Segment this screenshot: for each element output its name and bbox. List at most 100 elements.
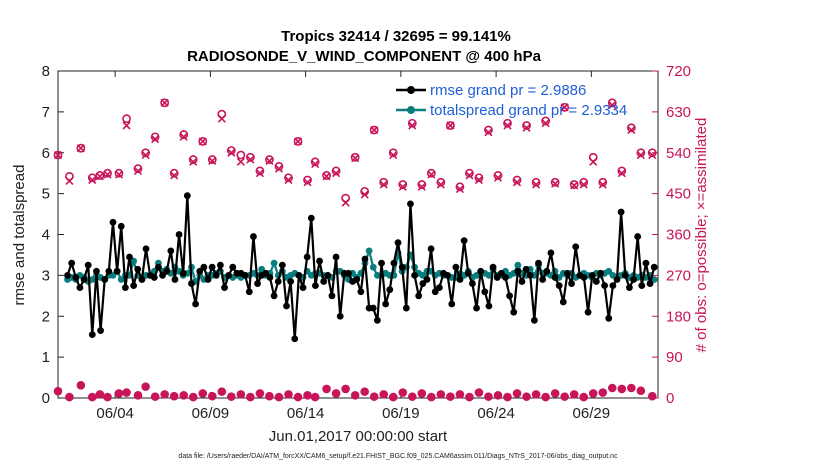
obs-bottom-marker (274, 392, 284, 402)
obs-assimilated-marker-stroke (455, 185, 464, 194)
obs-possible-marker (369, 125, 379, 135)
obs-assimilated-marker-stroke (608, 100, 617, 110)
obs-bottom-marker (636, 386, 646, 396)
obs-possible-marker (417, 180, 427, 189)
obs-bottom-marker (531, 390, 541, 399)
rmse-point (336, 312, 344, 320)
obs-assimilated-marker (303, 178, 312, 187)
rmse-point (196, 267, 204, 275)
rmse-point (101, 276, 109, 283)
rmse-point (291, 335, 299, 343)
obs-bottom-marker (398, 388, 408, 397)
y-right-tick-label: 90 (666, 349, 683, 366)
totalspread-point (365, 247, 373, 255)
obs-assimilated-marker (465, 171, 474, 180)
obs-assimilated-marker (379, 180, 388, 189)
obs-assimilated-marker-stroke (303, 178, 312, 187)
y-axis-right-label: # of obs: o=possible; ×=assimilated (693, 118, 710, 353)
rmse-point (159, 271, 166, 279)
obs-assimilated-marker (474, 175, 484, 185)
obs-assimilated-marker-stroke (95, 172, 104, 181)
rmse-point (601, 282, 609, 289)
obs-bottom-marker (512, 389, 522, 398)
obs-possible-marker (579, 177, 589, 187)
obs-possible-marker (310, 157, 320, 167)
rmse-point (64, 271, 71, 279)
totalspread-point (605, 267, 613, 275)
x-tick-label: 06/29 (573, 405, 611, 422)
chart-title: Tropics 32414 / 32695 = 99.141% (281, 28, 511, 45)
obs-assimilated-marker (95, 172, 104, 181)
obs-assimilated-marker-stroke (570, 181, 579, 190)
rmse-point (456, 276, 464, 283)
rmse-point (382, 300, 390, 308)
rmse-point (117, 222, 125, 230)
obs-possible-marker (503, 118, 512, 128)
obs-bottom-marker (341, 384, 350, 394)
obs-bottom-marker (588, 389, 598, 398)
obs-assimilated-marker-stroke (208, 156, 217, 165)
obs-possible-marker (350, 152, 360, 162)
obs-assimilated-marker (76, 144, 85, 153)
obs-assimilated-marker-stroke (360, 190, 369, 199)
rmse-point (555, 282, 563, 289)
obs-bottom-marker (284, 390, 293, 399)
y-tick-label: 3 (42, 267, 50, 284)
y-tick-label: 6 (42, 145, 50, 162)
obs-bottom-marker (227, 392, 236, 401)
rmse-point (613, 276, 621, 283)
obs-assimilated-marker-stroke (351, 154, 360, 163)
rmse-point (526, 271, 534, 279)
obs-assimilated-marker (532, 180, 541, 189)
rmse-point (609, 282, 617, 289)
rmse-point (646, 280, 654, 287)
obs-assimilated-marker-stroke (284, 175, 293, 185)
legend: rmse grand pr = 2.9886 totalspread grand… (396, 82, 627, 119)
rmse-point (307, 214, 315, 222)
rmse-point (444, 271, 452, 279)
obs-assimilated-marker (189, 157, 198, 166)
obs-bottom-marker (150, 392, 160, 401)
obs-possible-marker (550, 177, 560, 187)
rmse-point (493, 274, 501, 281)
obs-assimilated-marker-stroke (103, 170, 112, 179)
obs-bottom-marker (53, 386, 63, 396)
obs-possible-marker (114, 168, 124, 178)
rmse-point (287, 278, 295, 285)
rmse-point (630, 276, 637, 283)
obs-assimilated-marker-stroke (398, 182, 407, 191)
rmse-point (605, 314, 613, 322)
y-tick-label: 7 (42, 104, 50, 121)
obs-bottom-marker (188, 392, 198, 402)
rmse-point (592, 278, 600, 285)
obs-bottom-marker (76, 380, 86, 390)
obs-assimilated-marker (608, 100, 617, 110)
rmse-point (84, 261, 92, 269)
obs-assimilated-marker (217, 114, 226, 123)
obs-assimilated-marker-stroke (541, 119, 550, 128)
rmse-point (192, 300, 199, 308)
obs-assimilated-marker-stroke (532, 180, 541, 189)
obs-assimilated-marker (493, 173, 503, 182)
rmse-point (386, 286, 394, 294)
obs-assimilated-marker-stroke (151, 135, 160, 144)
y-right-tick-label: 540 (666, 145, 691, 162)
rmse-point (378, 259, 385, 267)
obs-assimilated-marker-stroke (417, 182, 426, 191)
obs-assimilated-marker-stroke (170, 171, 179, 180)
obs-bottom-marker (350, 390, 360, 400)
obs-bottom-marker (627, 383, 636, 393)
rmse-point (473, 304, 480, 312)
totalspread-point (473, 271, 480, 279)
y-axis-label: rmse and totalspread (11, 165, 28, 306)
obs-possible-marker (141, 148, 151, 158)
obs-bottom-marker (160, 390, 169, 399)
obs-assimilated-marker-stroke (189, 157, 198, 166)
obs-possible-marker (598, 177, 608, 187)
obs-possible-marker (607, 98, 617, 108)
obs-possible-marker (303, 175, 312, 185)
rmse-point (452, 263, 460, 271)
obs-assimilated-marker (560, 103, 569, 112)
obs-assimilated-marker (274, 164, 284, 173)
obs-bottom-marker (122, 388, 131, 397)
